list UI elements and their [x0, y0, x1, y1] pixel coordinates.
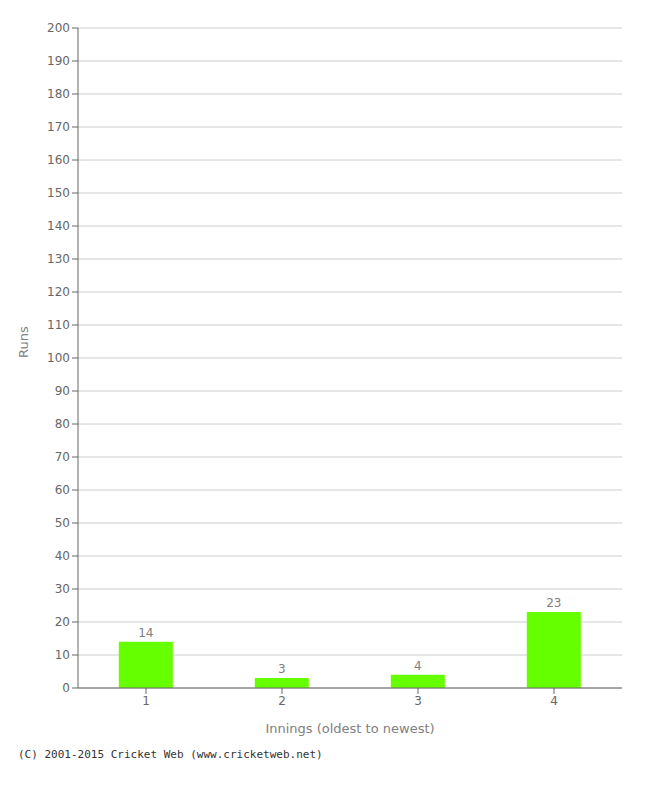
svg-text:70: 70 [55, 450, 70, 464]
svg-text:3: 3 [278, 662, 286, 676]
svg-text:50: 50 [55, 516, 70, 530]
svg-text:60: 60 [55, 483, 70, 497]
svg-text:140: 140 [47, 219, 70, 233]
svg-text:200: 200 [47, 21, 70, 35]
svg-text:30: 30 [55, 582, 70, 596]
svg-text:20: 20 [55, 615, 70, 629]
svg-text:190: 190 [47, 54, 70, 68]
svg-text:180: 180 [47, 87, 70, 101]
svg-text:170: 170 [47, 120, 70, 134]
svg-text:1: 1 [142, 694, 150, 708]
svg-text:Innings (oldest to newest): Innings (oldest to newest) [265, 721, 434, 736]
svg-text:160: 160 [47, 153, 70, 167]
svg-text:14: 14 [138, 626, 153, 640]
svg-text:3: 3 [414, 694, 422, 708]
svg-text:Runs: Runs [16, 326, 31, 358]
svg-text:23: 23 [546, 596, 561, 610]
svg-text:90: 90 [55, 384, 70, 398]
svg-text:0: 0 [62, 681, 70, 695]
svg-text:80: 80 [55, 417, 70, 431]
svg-text:4: 4 [550, 694, 558, 708]
svg-text:40: 40 [55, 549, 70, 563]
svg-text:2: 2 [278, 694, 286, 708]
svg-text:10: 10 [55, 648, 70, 662]
html-text:(C) 2001-2015 Cricket Web (www: (C) 2001-2015 Cricket Web (www.cricketwe… [18, 748, 323, 761]
svg-text:120: 120 [47, 285, 70, 299]
svg-text:130: 130 [47, 252, 70, 266]
svg-text:110: 110 [47, 318, 70, 332]
svg-text:100: 100 [47, 351, 70, 365]
svg-text:4: 4 [414, 659, 422, 673]
svg-text:150: 150 [47, 186, 70, 200]
